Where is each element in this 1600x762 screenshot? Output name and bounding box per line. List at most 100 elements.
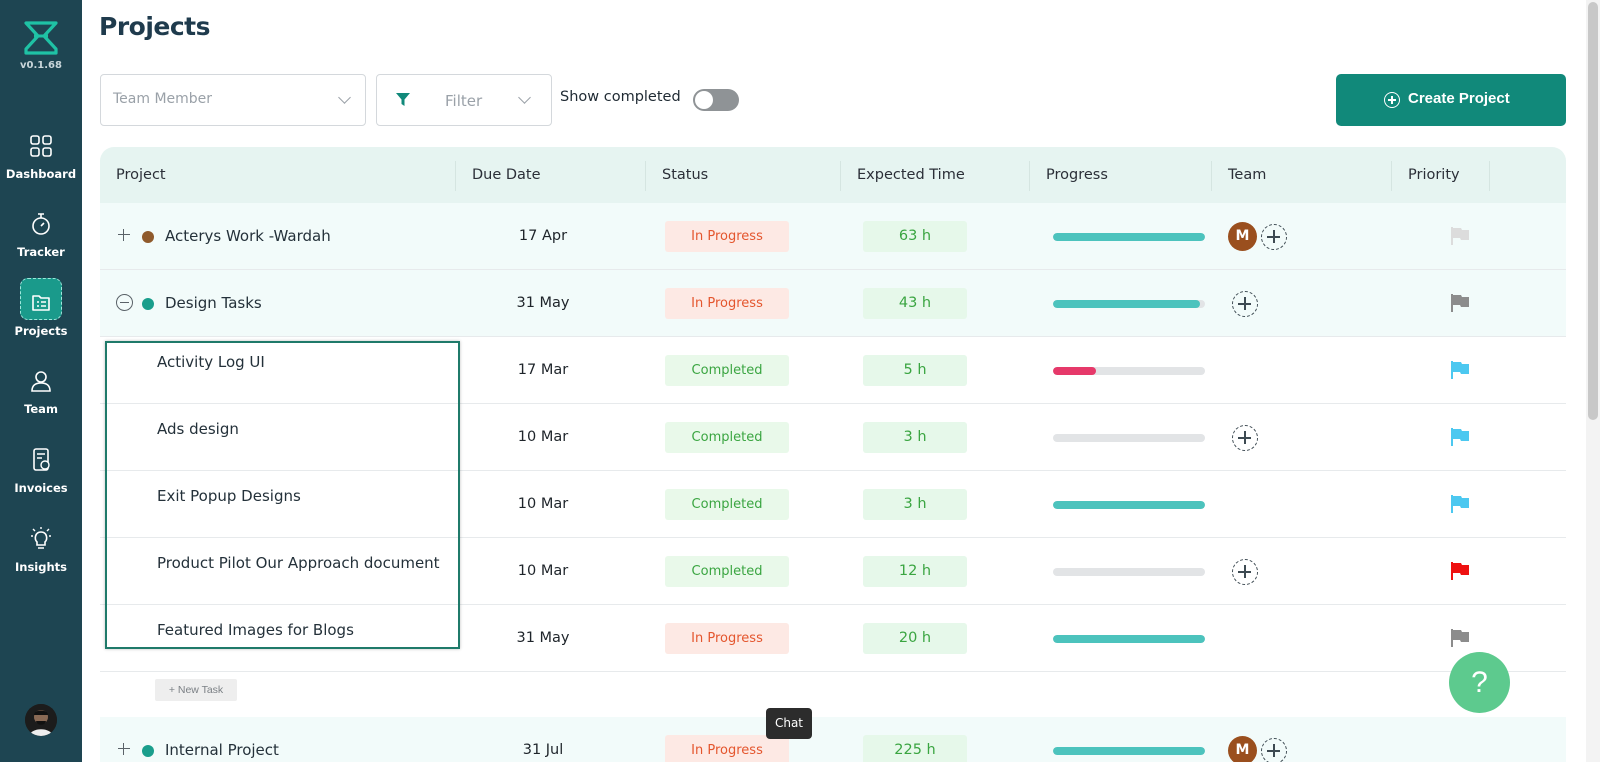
status-badge[interactable]: In Progress [665,623,789,654]
project-name[interactable]: Internal Project [165,741,279,759]
status-badge[interactable]: In Progress [665,288,789,319]
progress-fill [1053,233,1205,241]
show-completed-toggle[interactable] [693,89,739,111]
chevron-down-icon [518,91,531,104]
table-row-task[interactable]: Ads design 10 Mar Completed 3 h [100,404,1566,471]
task-name[interactable]: Product Pilot Our Approach document [157,554,440,572]
task-name[interactable]: Ads design [157,420,239,438]
table-row-project[interactable]: Design Tasks 31 May In Progress 43 h [100,270,1566,337]
task-name[interactable]: Exit Popup Designs [157,487,301,505]
add-member-icon[interactable] [1232,291,1258,317]
sidebar-item-label: Insights [14,560,67,574]
due-date: 17 Apr [518,228,568,244]
sidebar-item-label: Projects [14,324,68,338]
create-project-button[interactable]: Create Project [1336,74,1566,126]
status-badge[interactable]: In Progress [665,735,789,762]
priority-flag-icon[interactable] [1449,225,1471,247]
status-badge[interactable]: In Progress [665,221,789,252]
column-divider [455,161,456,191]
progress-fill [1053,300,1201,308]
projects-icon [32,295,50,311]
task-name[interactable]: Featured Images for Blogs [157,621,354,639]
progress-bar [1053,367,1205,375]
table-header: Project Due Date Status Expected Time Pr… [100,147,1566,203]
sidebar-item-team[interactable]: Team [0,368,82,440]
projects-table: Project Due Date Status Expected Time Pr… [100,147,1566,762]
add-member-icon[interactable] [1261,738,1287,762]
table-row-task[interactable]: Exit Popup Designs 10 Mar Completed 3 h [100,471,1566,538]
filter-select[interactable]: Filter [376,74,552,126]
status-badge[interactable]: Completed [665,355,789,386]
help-button[interactable]: ? [1449,652,1510,713]
due-date: 10 Mar [517,563,569,579]
column-header-team[interactable]: Team [1228,167,1267,183]
progress-bar [1053,233,1205,241]
progress-fill [1053,501,1205,509]
project-name[interactable]: Design Tasks [165,294,262,312]
team-member-avatar[interactable]: M [1228,736,1257,762]
create-project-label: Create Project [1408,90,1510,107]
table-row-task[interactable]: Product Pilot Our Approach document 10 M… [100,538,1566,605]
user-icon [31,371,51,392]
priority-flag-icon[interactable] [1449,292,1471,314]
column-header-priority[interactable]: Priority [1408,167,1460,183]
project-name[interactable]: Acterys Work -Wardah [165,227,331,245]
column-header-due-date[interactable]: Due Date [472,167,541,183]
team-member-avatar[interactable]: M [1228,222,1257,251]
status-badge[interactable]: Completed [665,489,789,520]
expected-time: 12 h [863,556,967,587]
table-row-project[interactable]: Acterys Work -Wardah 17 Apr In Progress … [100,203,1566,270]
main-content: Projects Team Member Filter Show complet… [82,0,1600,762]
add-member-icon[interactable] [1232,559,1258,585]
team-member-select[interactable]: Team Member [100,74,366,126]
column-divider [1489,161,1490,191]
priority-flag-icon[interactable] [1449,560,1471,582]
table-row-project[interactable]: Internal Project 31 Jul In Progress 225 … [100,717,1566,762]
status-badge[interactable]: Completed [665,556,789,587]
sidebar-item-tracker[interactable]: Tracker [0,211,82,283]
page-title: Projects [99,12,211,41]
column-header-expected-time[interactable]: Expected Time [857,167,965,183]
sidebar-item-projects[interactable]: Projects [0,278,82,362]
expected-time: 20 h [863,623,967,654]
priority-flag-icon[interactable] [1449,627,1471,649]
column-header-status[interactable]: Status [662,167,709,183]
project-color-dot [142,298,154,310]
priority-flag-icon[interactable] [1449,426,1471,448]
new-task-button[interactable]: + New Task [155,679,237,701]
expand-plus-icon[interactable] [118,743,130,755]
progress-fill [1053,635,1205,643]
expand-plus-icon[interactable] [118,229,130,241]
add-member-icon[interactable] [1261,224,1287,250]
column-header-progress[interactable]: Progress [1046,167,1108,183]
column-header-project[interactable]: Project [116,167,166,183]
chat-tooltip: Chat [766,708,812,739]
column-divider [1029,161,1030,191]
vertical-scrollbar[interactable] [1586,0,1600,762]
table-row-task[interactable]: Featured Images for Blogs 31 May In Prog… [100,605,1566,672]
column-divider [1391,161,1392,191]
collapse-minus-icon[interactable] [116,294,133,311]
priority-flag-icon[interactable] [1449,493,1471,515]
show-completed-label: Show completed [560,89,681,105]
app-logo[interactable] [22,20,60,56]
due-date: 17 Mar [517,362,569,378]
table-row-task[interactable]: Activity Log UI 17 Mar Completed 5 h [100,337,1566,404]
lightbulb-icon [31,527,51,549]
add-member-icon[interactable] [1232,425,1258,451]
column-divider [840,161,841,191]
sidebar-item-label: Dashboard [5,167,77,181]
priority-flag-icon[interactable] [1449,359,1471,381]
sidebar-item-invoices[interactable]: Invoices [0,447,82,519]
expected-time: 3 h [863,422,967,453]
sidebar-item-label: Invoices [14,481,68,495]
avatar-photo-icon [25,704,57,736]
sidebar-item-dashboard[interactable]: Dashboard [0,133,82,205]
task-name[interactable]: Activity Log UI [157,353,265,371]
user-avatar[interactable] [25,704,57,736]
invoice-icon [33,448,50,471]
due-date: 10 Mar [517,496,569,512]
scrollbar-thumb[interactable] [1588,2,1598,420]
sidebar-item-insights[interactable]: Insights [0,526,82,598]
status-badge[interactable]: Completed [665,422,789,453]
